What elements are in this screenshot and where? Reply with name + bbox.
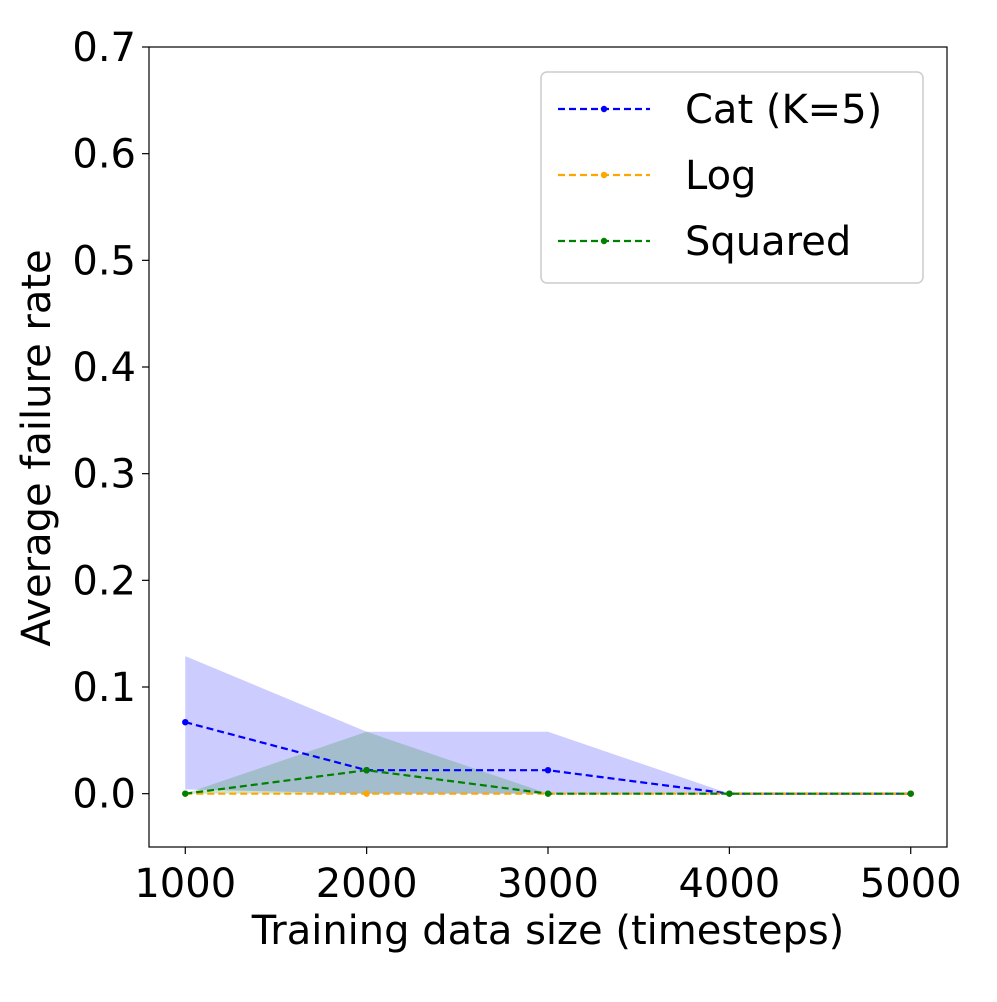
band-squared [185,731,911,794]
band-cat-k-5- [185,656,911,794]
legend-marker-cat-k-5 [600,105,608,113]
y-tick-label: 0.6 [72,132,136,178]
y-tick-label: 0.0 [72,772,136,818]
y-tick-label: 0.7 [72,25,136,71]
y-tick-label: 0.2 [72,558,136,604]
point-squared [907,790,914,797]
x-tick-label: 4000 [678,861,780,907]
point-log [363,790,370,797]
x-tick-label: 1000 [134,861,236,907]
x-tick-label: 3000 [497,861,599,907]
legend-label-log: Log [685,153,756,199]
series-points [182,719,914,797]
point-squared [726,790,733,797]
legend-label-cat-k-5: Cat (K=5) [685,87,882,133]
y-tick-label: 0.1 [72,665,136,711]
y-tick-label: 0.4 [72,345,136,391]
x-tick-label: 5000 [860,861,962,907]
y-axis-label: Average failure rate [14,249,60,646]
legend-marker-log [600,171,608,179]
confidence-bands [185,656,911,794]
y-tick-label: 0.5 [72,238,136,284]
x-tick-label: 2000 [316,861,418,907]
point-squared [182,790,189,797]
point-squared [363,767,370,774]
legend-marker-squared [600,237,608,245]
x-axis-label: Training data size (timesteps) [251,908,845,954]
point-cat-k-5 [182,719,189,726]
x-axis-ticks: 1000 2000 3000 4000 5000 [134,847,962,907]
point-cat-k-5 [544,767,552,774]
y-tick-label: 0.3 [72,452,136,498]
legend-label-squared: Squared [685,219,851,265]
legend-box [540,71,924,284]
y-axis-ticks: 0.0 0.1 0.2 0.3 0.4 0.5 0.6 0.7 [72,25,149,818]
legend: Cat (K=5) Log Squared [540,71,924,284]
point-squared [544,790,552,797]
